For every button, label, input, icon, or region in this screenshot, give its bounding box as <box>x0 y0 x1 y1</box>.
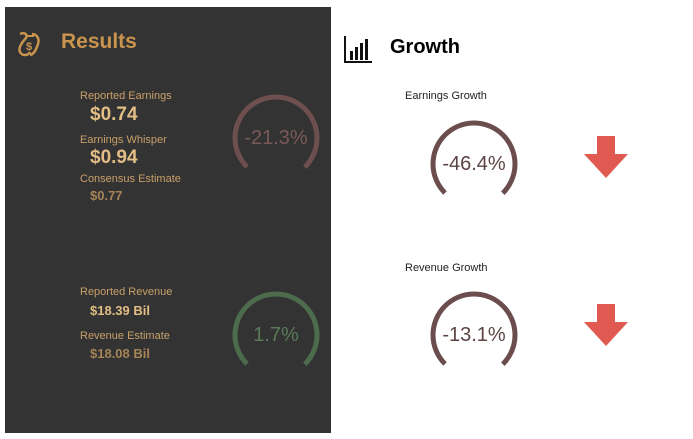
money-bag-icon: $ <box>18 31 40 57</box>
revenue-estimate-value: $18.08 Bil <box>90 346 150 361</box>
revenue-growth-value: -13.1% <box>442 323 506 346</box>
reported-revenue-value: $18.39 Bil <box>90 303 150 318</box>
earnings-whisper-label: Earnings Whisper <box>80 134 167 146</box>
revenue-growth-gauge: -13.1% <box>428 289 520 381</box>
revenue-growth-label: Revenue Growth <box>405 262 488 274</box>
reported-earnings-label: Reported Earnings <box>80 90 172 102</box>
reported-revenue-label: Reported Revenue <box>80 286 173 298</box>
earnings-whisper-value: $0.94 <box>90 147 138 168</box>
revenue-estimate-label: Revenue Estimate <box>80 330 170 342</box>
arrow-down-icon <box>584 304 628 346</box>
consensus-estimate-value: $0.77 <box>90 188 123 203</box>
svg-text:$: $ <box>26 41 32 53</box>
arrow-down-icon <box>584 136 628 178</box>
earnings-growth-label: Earnings Growth <box>405 90 487 102</box>
reported-earnings-value: $0.74 <box>90 104 138 125</box>
bar-chart-icon <box>344 36 372 63</box>
earnings-growth-value: -46.4% <box>442 152 506 175</box>
revenue-surprise-gauge: 1.7% <box>230 289 322 381</box>
results-panel <box>5 7 331 433</box>
growth-title: Growth <box>390 36 460 58</box>
consensus-estimate-label: Consensus Estimate <box>80 173 181 185</box>
earnings-surprise-gauge: -21.3% <box>230 92 322 184</box>
earnings-growth-gauge: -46.4% <box>428 118 520 210</box>
results-title: Results <box>61 30 137 53</box>
earnings-surprise-value: -21.3% <box>244 126 308 149</box>
revenue-surprise-value: 1.7% <box>253 323 299 346</box>
